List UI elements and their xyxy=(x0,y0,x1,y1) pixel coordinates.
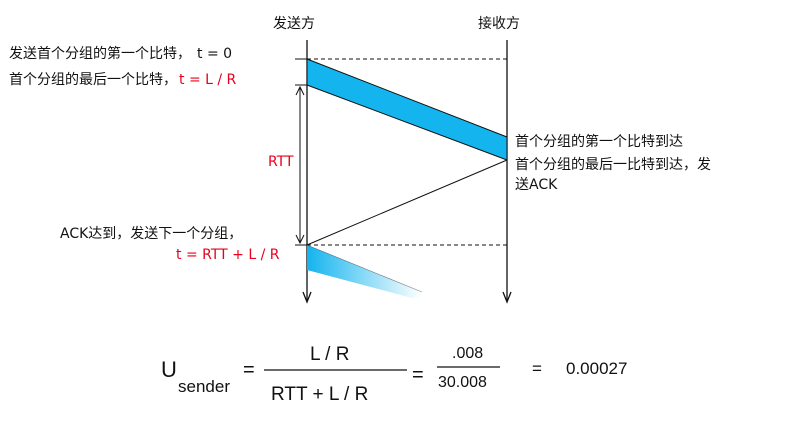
next-packet-edge xyxy=(306,244,423,293)
formula-sender-subscript: sender xyxy=(178,377,230,396)
rtt-label: RTT xyxy=(268,154,294,170)
ack-arrives-time: t = RTT + L / R xyxy=(176,247,280,263)
sender-label: 发送方 xyxy=(273,16,315,32)
next-packet-band xyxy=(307,245,422,298)
first-packet-band xyxy=(306,58,508,161)
formula-equals-1: = xyxy=(243,359,255,381)
ack-arrives-label: ACK达到，发送下一个分组， xyxy=(60,226,242,242)
formula-u: U xyxy=(161,357,177,382)
rtt-arrow-down-icon xyxy=(295,234,305,245)
utilization-formula: U sender = L / R RTT + L / R = .008 30.0… xyxy=(161,344,627,405)
formula-numerator-1: L / R xyxy=(310,344,349,365)
first-bit-arrives-label: 首个分组的第一个比特到达 xyxy=(515,133,683,150)
formula-result: 0.00027 xyxy=(566,359,627,378)
sender-timeline-arrow-icon xyxy=(302,291,312,304)
formula-equals-3: = xyxy=(532,359,542,378)
formula-numerator-2: .008 xyxy=(452,345,483,362)
last-bit-arrives-label-line1: 首个分组的最后一比特到达，发 xyxy=(515,157,711,173)
formula-equals-2: = xyxy=(412,364,424,386)
receiver-timeline-arrow-icon xyxy=(502,291,512,304)
rtt-arrow-up-icon xyxy=(295,85,305,96)
last-bit-label: 首个分组的最后一个比特， t = L / R xyxy=(9,72,237,88)
first-bit-label: 发送首个分组的第一个比特， t = 0 xyxy=(9,45,232,62)
ack-line xyxy=(306,159,508,246)
formula-denominator-2: 30.008 xyxy=(438,374,487,391)
formula-denominator-1: RTT + L / R xyxy=(271,384,368,405)
last-bit-arrives-label-line2: 送ACK xyxy=(515,177,558,193)
receiver-label: 接收方 xyxy=(478,15,520,32)
